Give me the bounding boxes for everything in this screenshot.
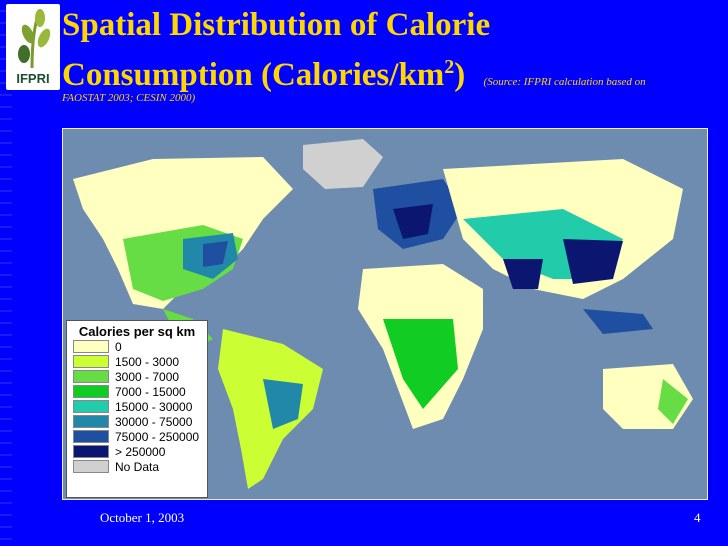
legend-swatch: [73, 445, 109, 458]
legend-swatch: [73, 340, 109, 353]
legend-rows: 0 1500 - 3000 3000 - 7000 7000 - 15000 15000…: [67, 339, 207, 474]
legend-label: > 250000: [115, 444, 166, 459]
legend-item: 30000 - 75000: [73, 414, 207, 429]
ifpri-logo: IFPRI: [6, 4, 60, 90]
legend-label: 15000 - 30000: [115, 399, 193, 414]
legend-swatch: [73, 400, 109, 413]
title-line-2-prefix: Consumption (Calories/km: [62, 57, 445, 93]
legend-item: 3000 - 7000: [73, 369, 207, 384]
legend-item: 1500 - 3000: [73, 354, 207, 369]
legend-label: 1500 - 3000: [115, 354, 180, 369]
legend-label: No Data: [115, 459, 160, 474]
page-number: 4: [694, 510, 701, 525]
slide-title: Spatial Distribution of Calorie Consumpt…: [62, 4, 712, 103]
title-line-2: Consumption (Calories/km2) (Source: IFPR…: [62, 46, 712, 103]
map-legend: Calories per sq km 0 1500 - 3000 3000 - 70…: [66, 320, 208, 498]
legend-item: 0: [73, 339, 207, 354]
legend-swatch: [73, 370, 109, 383]
legend-label: 30000 - 75000: [115, 414, 193, 429]
legend-swatch: [73, 430, 109, 443]
title-superscript: 2: [444, 56, 455, 78]
wheat-icon: [18, 9, 51, 69]
legend-label: 75000 - 250000: [115, 429, 200, 444]
legend-title: Calories per sq km: [78, 324, 196, 339]
legend-swatch: [73, 355, 109, 368]
legend-label: 0: [115, 339, 122, 354]
legend-swatch: [73, 415, 109, 428]
legend-item: 75000 - 250000: [73, 429, 207, 444]
legend-label: 3000 - 7000: [115, 369, 180, 384]
title-line-2-suffix: ): [454, 57, 466, 93]
legend-item: No Data: [73, 459, 207, 474]
footer-date: October 1, 2003: [100, 510, 185, 525]
side-stripe: [0, 0, 12, 546]
source-note-a: (Source: IFPRI calculation based on: [483, 76, 646, 88]
title-line-1: Spatial Distribution of Calorie: [62, 7, 491, 43]
legend-label: 7000 - 15000: [115, 384, 186, 399]
legend-swatch: [73, 460, 109, 473]
greenland-region: [303, 139, 383, 189]
legend-item: 7000 - 15000: [73, 384, 207, 399]
legend-item: > 250000: [73, 444, 207, 459]
legend-swatch: [73, 385, 109, 398]
logo-text: IFPRI: [16, 71, 50, 86]
legend-item: 15000 - 30000: [73, 399, 207, 414]
source-note-b: FAOSTAT 2003; CESIN 2000): [62, 92, 196, 104]
